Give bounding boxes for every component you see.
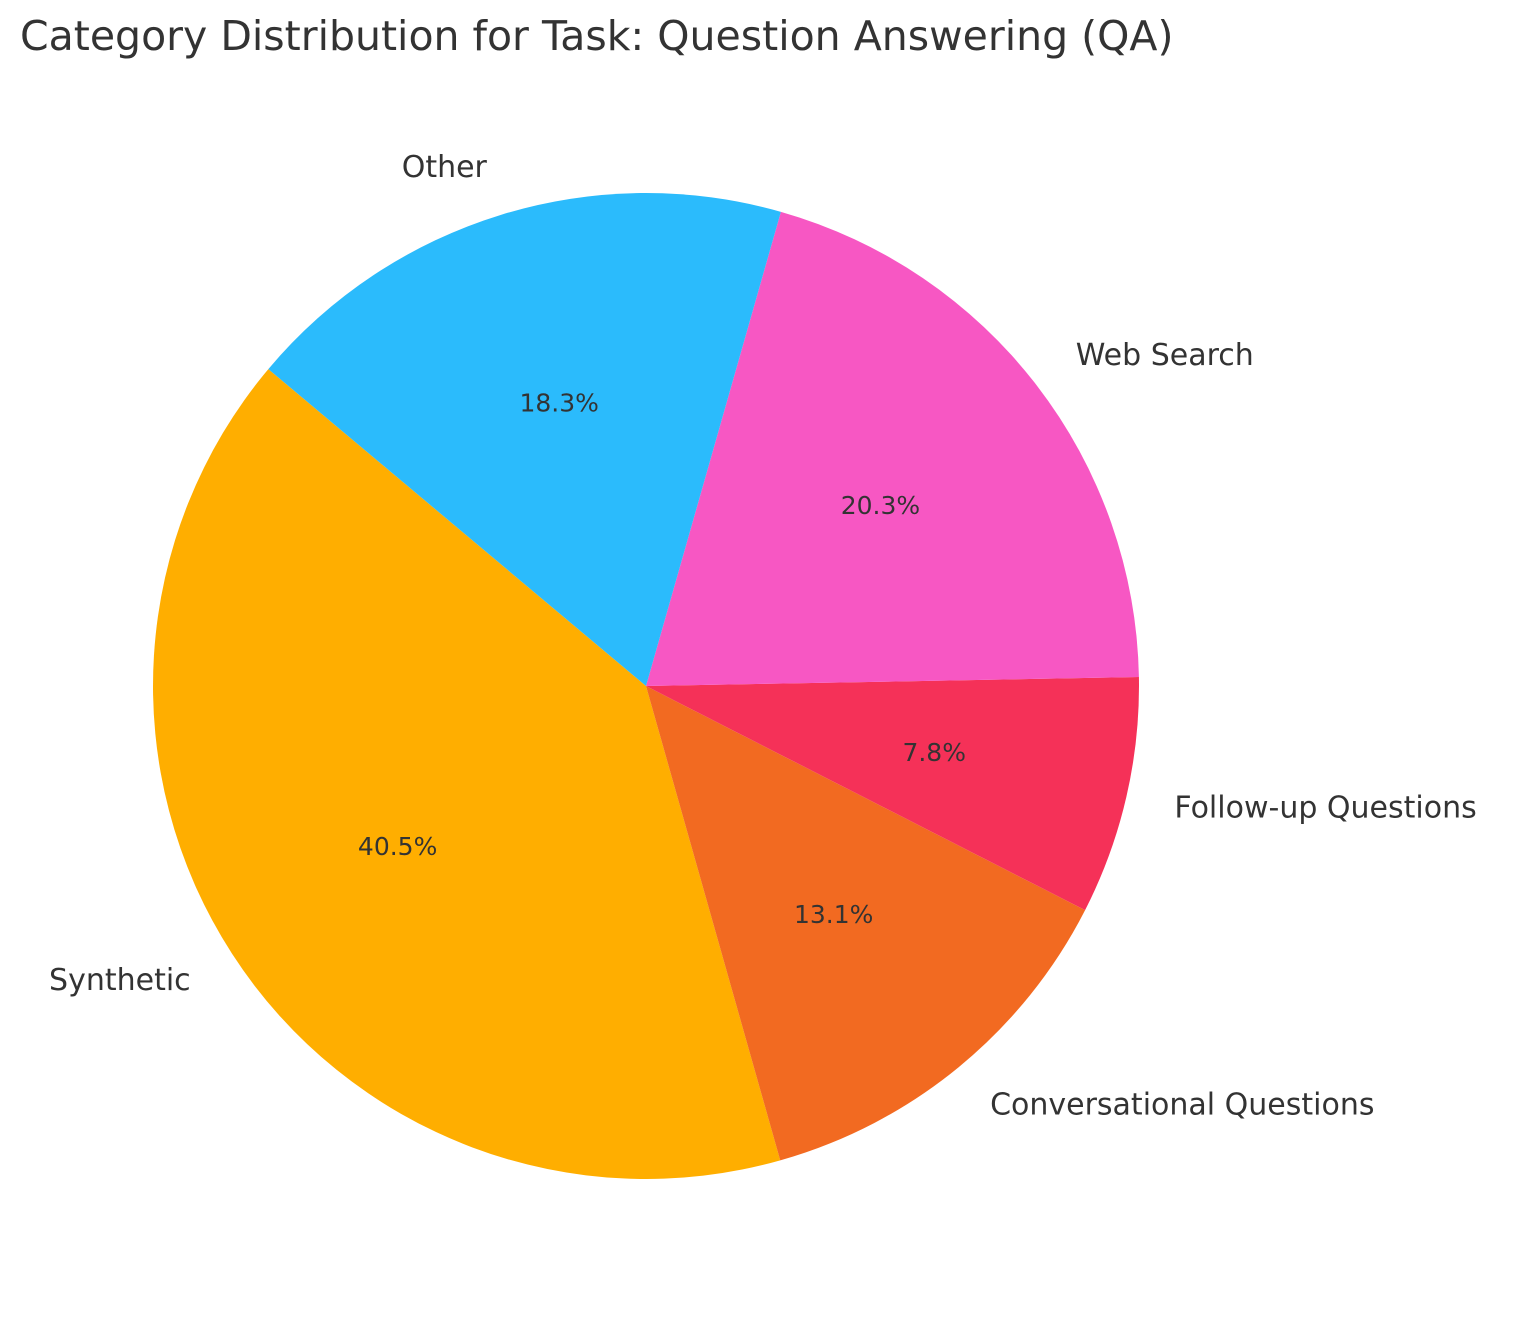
category-label-synthetic: Synthetic (49, 963, 191, 998)
pie-slice-conversational-questions (646, 686, 1086, 1161)
pie-slice-web-search (646, 211, 1139, 686)
chart-title: Category Distribution for Task: Question… (20, 12, 1174, 60)
category-label-web-search: Web Search (1076, 338, 1254, 373)
percentage-labels: 40.5% 13.1% 7.8% 20.3% 18.3% (358, 389, 966, 929)
pie-slice-follow-up-questions (646, 677, 1139, 911)
category-labels: Synthetic Conversational Questions Follow-… (49, 150, 1477, 1123)
category-label-conversational-questions: Conversational Questions (990, 1088, 1374, 1123)
pie-slice-other (268, 192, 781, 686)
pie-slices (153, 192, 1139, 1179)
pct-label-synthetic: 40.5% (358, 832, 437, 861)
category-label-other: Other (402, 150, 488, 185)
pct-label-other: 18.3% (520, 389, 599, 418)
pct-label-conversational-questions: 13.1% (794, 900, 873, 929)
pct-label-follow-up-questions: 7.8% (902, 738, 966, 767)
pct-label-web-search: 20.3% (841, 491, 920, 520)
pie-slice-synthetic (153, 369, 781, 1179)
category-label-follow-up-questions: Follow-up Questions (1174, 790, 1476, 825)
